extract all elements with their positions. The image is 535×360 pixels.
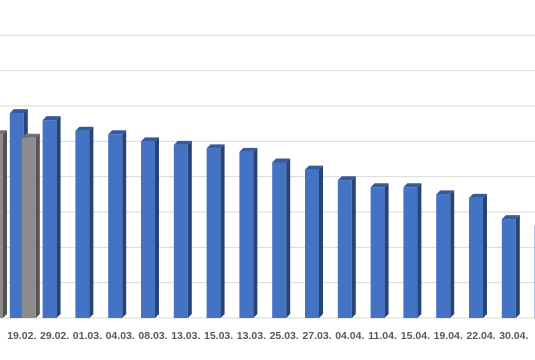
x-tick-label: 15.04.: [401, 330, 430, 342]
bar: [206, 148, 221, 318]
bar-side: [56, 116, 61, 318]
bar-top: [436, 190, 455, 195]
bar-side: [319, 165, 323, 318]
bar-top: [469, 193, 487, 198]
bar: [436, 194, 451, 318]
bar-side: [483, 193, 487, 318]
bar: [501, 219, 516, 318]
bar: [173, 144, 188, 318]
bar-top: [9, 109, 28, 114]
bar-side: [384, 183, 389, 318]
bar-side: [450, 190, 455, 318]
bar-top: [206, 144, 225, 149]
bar-top: [173, 140, 192, 145]
x-tick-label: 11.04.: [368, 330, 397, 342]
bar-top: [272, 158, 291, 163]
x-tick-label: 29.02.: [40, 330, 69, 342]
x-tick-label: 13.03.: [171, 330, 200, 342]
x-tick-label: 19.04.: [434, 330, 463, 342]
bar-top: [141, 137, 159, 142]
bar-top: [305, 165, 323, 170]
bar-side: [417, 183, 422, 318]
bar: [337, 180, 352, 318]
x-tick-label: 19.02.: [7, 330, 36, 342]
bar-top: [370, 183, 389, 188]
bar: [469, 197, 483, 318]
bar: [21, 137, 36, 318]
bar-side: [253, 147, 258, 318]
bar: [108, 134, 123, 318]
bar: [141, 141, 155, 318]
bar: [239, 151, 254, 318]
bar: [42, 120, 57, 318]
bar-side: [35, 133, 40, 318]
bar-top: [75, 126, 94, 131]
bar: [75, 130, 90, 318]
bar-side: [155, 137, 159, 318]
x-tick-label: 15.03.: [204, 330, 233, 342]
bar-side: [286, 158, 291, 318]
bar-top: [239, 147, 258, 152]
x-tick-label: 04.04.: [335, 330, 364, 342]
bar: [9, 113, 24, 318]
bar-side: [515, 215, 520, 318]
bar-top: [403, 183, 422, 188]
bar: [272, 162, 287, 318]
x-tick-label: 27.03.: [302, 330, 331, 342]
bar-side: [89, 126, 94, 318]
x-tick-label: 22.04.: [466, 330, 495, 342]
bar-top: [21, 133, 40, 138]
bar-side: [187, 140, 192, 318]
bar-side: [351, 176, 356, 318]
bar-side: [122, 130, 127, 318]
bar-side: [220, 144, 225, 318]
bar-top: [42, 116, 61, 121]
bar-top: [108, 130, 127, 135]
x-tick-label: 01.03.: [73, 330, 102, 342]
bar: [370, 187, 385, 318]
bar-top: [337, 176, 356, 181]
x-tick-label: 13.03.: [237, 330, 266, 342]
bar: [305, 169, 319, 318]
x-tick-label: 08.03.: [138, 330, 167, 342]
bar: [403, 187, 418, 318]
x-tick-label: 25.03.: [270, 330, 299, 342]
bar-top: [0, 130, 7, 135]
x-tick-label: 30.04.: [499, 330, 528, 342]
bar-side: [3, 130, 7, 318]
x-tick-label: 04.03.: [106, 330, 135, 342]
bar-top: [501, 215, 520, 220]
bar: [0, 134, 3, 318]
